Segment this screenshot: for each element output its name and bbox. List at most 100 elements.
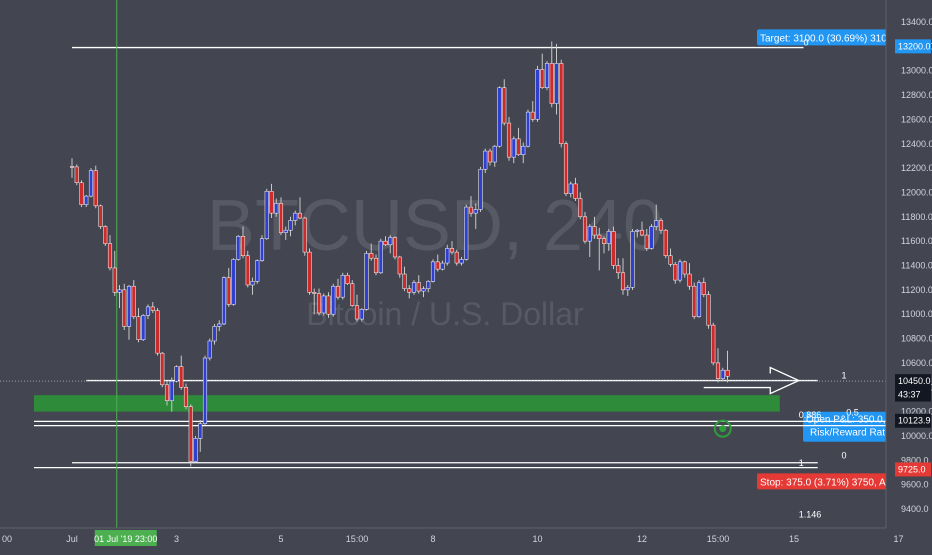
candle-body[interactable] — [535, 69, 540, 120]
candle-body[interactable] — [179, 366, 184, 388]
candle-body[interactable] — [155, 310, 160, 354]
candle-body[interactable] — [312, 292, 317, 294]
candle-body[interactable] — [193, 438, 198, 462]
candle-body[interactable] — [98, 205, 103, 227]
candle-body[interactable] — [245, 255, 250, 286]
candle-body[interactable] — [207, 340, 212, 359]
candle-body[interactable] — [654, 220, 659, 227]
candle-body[interactable] — [84, 195, 89, 205]
candle-body[interactable] — [430, 261, 436, 282]
candle-body[interactable] — [183, 387, 189, 407]
candle-body[interactable] — [383, 240, 388, 246]
candle-body[interactable] — [635, 229, 640, 232]
candle-body[interactable] — [573, 183, 578, 199]
candle-body[interactable] — [340, 274, 345, 298]
candle-body[interactable] — [136, 316, 141, 341]
candle-body[interactable] — [231, 259, 236, 305]
candle-body[interactable] — [145, 306, 151, 316]
candle-body[interactable] — [411, 282, 417, 293]
candle-body[interactable] — [540, 69, 545, 88]
candle-body[interactable] — [297, 212, 303, 219]
candle-body[interactable] — [255, 260, 260, 282]
candle-body[interactable] — [544, 63, 550, 88]
candle-body[interactable] — [563, 143, 569, 194]
candle-body[interactable] — [597, 234, 602, 239]
candle-body[interactable] — [715, 362, 721, 379]
candle-body[interactable] — [354, 305, 360, 320]
candle-body[interactable] — [350, 283, 355, 306]
candle-body[interactable] — [331, 285, 336, 315]
candle-body[interactable] — [473, 209, 478, 214]
candle-body[interactable] — [592, 226, 597, 236]
candle-body[interactable] — [236, 236, 241, 260]
candle-body[interactable] — [649, 226, 654, 249]
candle-body[interactable] — [359, 309, 364, 320]
candle-body[interactable] — [93, 170, 98, 207]
candle-body[interactable] — [502, 87, 507, 124]
candle-body[interactable] — [269, 190, 274, 214]
candle-body[interactable] — [601, 238, 607, 244]
candle-body[interactable] — [103, 226, 108, 244]
candle-body[interactable] — [392, 237, 398, 258]
candle-body[interactable] — [112, 267, 117, 293]
candle-body[interactable] — [492, 145, 497, 163]
candle-body[interactable] — [293, 212, 298, 221]
candle-body[interactable] — [131, 285, 136, 317]
candle-body[interactable] — [202, 357, 208, 425]
candle-body[interactable] — [516, 138, 521, 155]
candle-body[interactable] — [578, 198, 583, 218]
candle-body[interactable] — [625, 287, 630, 291]
candle-body[interactable] — [696, 282, 702, 317]
candle-body[interactable] — [506, 122, 512, 158]
candle-body[interactable] — [611, 231, 616, 266]
candle-body[interactable] — [321, 295, 326, 314]
candle-body[interactable] — [217, 323, 222, 327]
candle-body[interactable] — [483, 150, 488, 170]
price-axis[interactable] — [886, 0, 932, 550]
alert-target-icon[interactable] — [713, 419, 732, 438]
candle-body[interactable] — [226, 277, 231, 305]
candle-body[interactable] — [117, 289, 122, 293]
candle-body[interactable] — [397, 256, 402, 275]
candle-body[interactable] — [525, 111, 531, 147]
demand-zone[interactable] — [34, 395, 780, 412]
candle-body[interactable] — [278, 203, 284, 233]
candle-body[interactable] — [198, 423, 203, 439]
candle-body[interactable] — [388, 237, 393, 246]
candle-body[interactable] — [141, 315, 146, 341]
candle-body[interactable] — [582, 216, 588, 242]
candle-body[interactable] — [373, 257, 379, 274]
candle-body[interactable] — [440, 262, 445, 270]
candle-body[interactable] — [692, 285, 697, 317]
candle-body[interactable] — [549, 63, 554, 104]
candle-body[interactable] — [107, 243, 113, 269]
candle-body[interactable] — [487, 150, 493, 163]
candle-body[interactable] — [188, 406, 193, 462]
candle-body[interactable] — [701, 282, 706, 295]
candle-body[interactable] — [725, 369, 730, 377]
candle-body[interactable] — [274, 203, 279, 214]
candle-body[interactable] — [221, 277, 227, 325]
candle-body[interactable] — [616, 265, 621, 274]
candle-body[interactable] — [521, 145, 526, 155]
candle-body[interactable] — [378, 240, 383, 274]
candle-body[interactable] — [316, 293, 322, 314]
candle-body[interactable] — [658, 220, 664, 231]
candle-body[interactable] — [644, 234, 649, 249]
candle-body[interactable] — [426, 281, 431, 289]
candle-body[interactable] — [568, 183, 573, 194]
candle-body[interactable] — [364, 253, 369, 310]
candle-body[interactable] — [449, 248, 455, 253]
candle-body[interactable] — [620, 272, 626, 291]
candle-body[interactable] — [126, 285, 132, 327]
candle-body[interactable] — [283, 229, 288, 233]
candle-body[interactable] — [668, 255, 673, 265]
candle-body[interactable] — [74, 166, 79, 183]
candle-body[interactable] — [677, 261, 683, 281]
projection-arrow[interactable] — [703, 366, 801, 395]
candle-body[interactable] — [369, 253, 374, 259]
candle-body[interactable] — [639, 229, 645, 236]
candle-body[interactable] — [720, 369, 725, 379]
